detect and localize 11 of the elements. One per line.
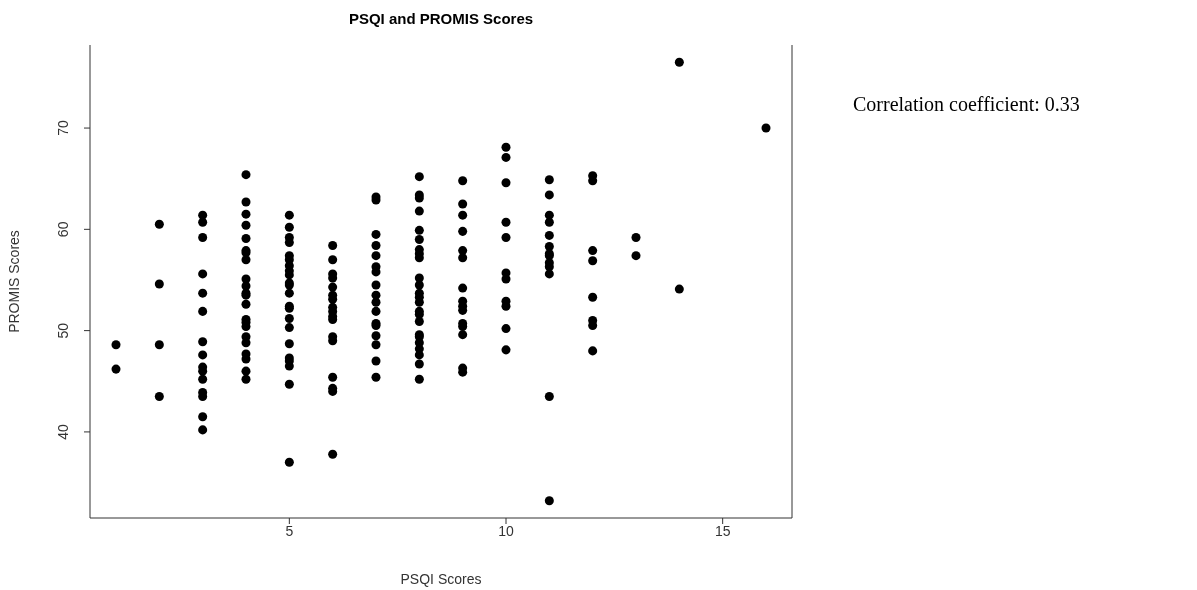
y-tick-label: 70	[55, 120, 71, 136]
text: Correlation coefficient: 0.33	[853, 93, 1080, 116]
y-axis-title: PROMIS Scores	[5, 230, 22, 333]
y-tick-label: 40	[55, 423, 71, 440]
y-tick-label: 50	[55, 322, 71, 339]
x-axis-title: PSQI Scores	[400, 571, 482, 587]
x-tick-label: 5	[285, 522, 294, 539]
chart-title: PSQI and PROMIS Scores	[347, 10, 535, 27]
x-tick-label: 10	[498, 522, 514, 539]
y-tick-label: 60	[55, 221, 71, 238]
x-tick-label: 15	[714, 522, 731, 539]
